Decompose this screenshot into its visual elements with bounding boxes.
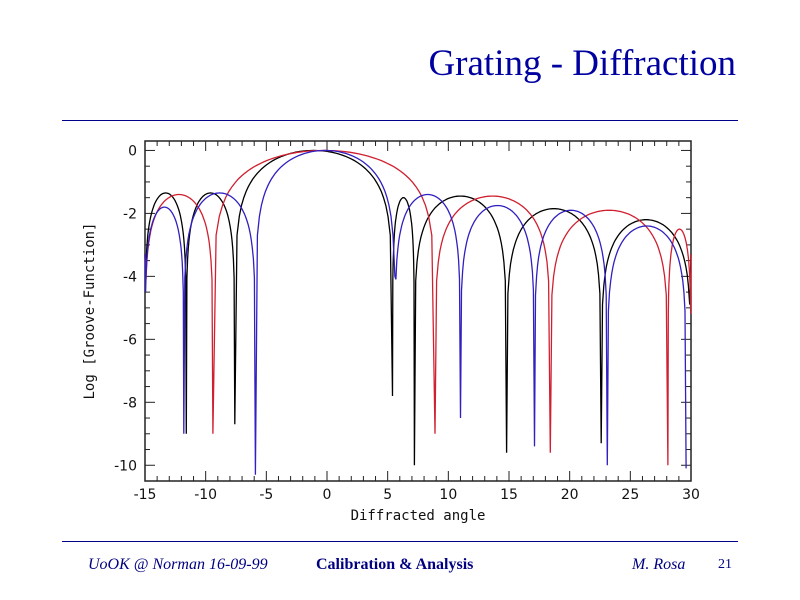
tick-marks: [144, 141, 692, 482]
footer-author: M. Rosa: [632, 556, 686, 573]
footer-venue: UoOK @ Norman 16-09-99: [88, 556, 268, 573]
series-line: [144, 149, 687, 475]
y-tick-label: -6: [123, 332, 137, 348]
x-tick-label: 0: [323, 487, 332, 503]
x-tick-label: -10: [194, 487, 217, 503]
x-tick-label: 5: [383, 487, 392, 503]
y-tick-label: -10: [114, 458, 137, 474]
y-axis-label: Log [Groove-Function]: [82, 222, 98, 399]
y-tick-label: -8: [123, 395, 137, 411]
y-tick-label: -2: [123, 206, 137, 222]
slide-title: Grating - Diffraction: [428, 43, 736, 84]
y-tick-label: -4: [123, 269, 137, 285]
y-tick-labels: 0 -2 -4 -6 -8 -10: [114, 143, 137, 474]
x-tick-label: 10: [439, 487, 457, 503]
x-tick-label: 15: [500, 487, 518, 503]
y-tick-label: 0: [128, 143, 137, 159]
page-number: 21: [718, 557, 732, 572]
footer-topic: Calibration & Analysis: [316, 556, 474, 573]
x-tick-label: 30: [682, 487, 700, 503]
x-tick-label: 20: [561, 487, 579, 503]
series-line: [144, 149, 692, 466]
x-axis-label: Diffracted angle: [351, 508, 486, 524]
x-tick-label: -5: [259, 487, 273, 503]
series-line: [144, 149, 692, 466]
plot-frame: [144, 140, 692, 482]
x-tick-label: -15: [134, 487, 157, 503]
x-tick-label: 25: [621, 487, 639, 503]
x-tick-labels: -15 -10 -5 0 5 10 15 20 25 30: [134, 487, 700, 503]
top-divider: [62, 120, 738, 121]
bottom-divider: [62, 541, 738, 542]
series-curves: [144, 149, 692, 475]
